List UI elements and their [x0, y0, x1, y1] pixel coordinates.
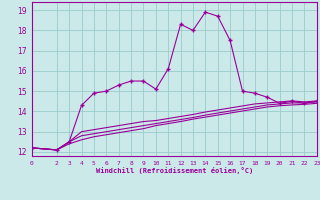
X-axis label: Windchill (Refroidissement éolien,°C): Windchill (Refroidissement éolien,°C) — [96, 167, 253, 174]
